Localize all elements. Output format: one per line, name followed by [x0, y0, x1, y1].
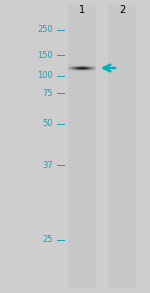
- Text: 1: 1: [79, 5, 85, 15]
- Text: 37: 37: [42, 161, 53, 169]
- Text: 2: 2: [119, 5, 125, 15]
- Text: 50: 50: [42, 120, 53, 129]
- Bar: [68, 5, 96, 288]
- Bar: [108, 5, 136, 288]
- Text: 100: 100: [37, 71, 53, 81]
- Text: 250: 250: [37, 25, 53, 35]
- Text: 75: 75: [42, 88, 53, 98]
- Text: 150: 150: [37, 50, 53, 59]
- Text: 25: 25: [42, 236, 53, 244]
